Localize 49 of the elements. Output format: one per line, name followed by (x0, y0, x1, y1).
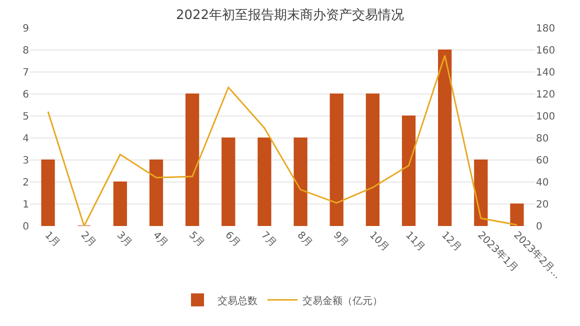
x-tick-label: 12月 (439, 230, 464, 254)
y-tick-label: 2 (22, 178, 29, 188)
bar (402, 116, 416, 226)
bar (258, 138, 272, 226)
y-tick-label: 9 (22, 24, 29, 34)
x-tick-label: 11月 (403, 230, 427, 254)
bar (113, 182, 127, 226)
y-tick-label: 1 (22, 200, 29, 210)
y-tick-label: 5 (22, 112, 29, 122)
x-tick-label: 5月 (186, 230, 206, 250)
y-tick-label: 4 (22, 134, 29, 144)
y2-tick-label: 100 (536, 112, 556, 122)
y2-tick-label: 20 (536, 200, 549, 210)
bar (41, 160, 55, 226)
bar (149, 160, 164, 226)
y-tick-label: 8 (22, 46, 29, 56)
y2-tick-label: 40 (536, 178, 549, 188)
y2-tick-label: 80 (536, 134, 549, 144)
bar (186, 94, 200, 226)
chart-title: 2022年初至报告期末商办资产交易情况 (176, 6, 404, 23)
y-tick-label: 7 (22, 68, 29, 78)
y-tick-label: 6 (22, 90, 29, 100)
x-tick-label: 7月 (258, 230, 278, 250)
y2-tick-label: 60 (536, 156, 549, 166)
bar (294, 138, 308, 226)
y2-tick-label: 120 (536, 90, 556, 100)
bar (222, 138, 236, 226)
bar (366, 94, 380, 226)
x-tick-label: 2月 (78, 230, 98, 250)
y2-tick-label: 160 (536, 46, 556, 56)
x-tick-label: 1月 (42, 230, 62, 250)
bar (510, 204, 524, 226)
x-tick-label: 10月 (367, 230, 391, 254)
x-tick-label: 3月 (114, 230, 134, 250)
bar (474, 160, 488, 226)
bar (438, 50, 452, 226)
y-tick-label: 0 (22, 222, 29, 232)
x-tick-label: 4月 (150, 230, 170, 250)
bar (330, 94, 344, 226)
y2-tick-label: 140 (536, 68, 556, 78)
legend-label: 交易金额（亿元） (302, 294, 382, 307)
x-tick-label: 9月 (330, 230, 350, 250)
y2-tick-label: 0 (536, 222, 542, 232)
legend-label: 交易总数 (218, 294, 258, 307)
y2-tick-label: 180 (536, 24, 556, 34)
x-tick-label: 8月 (294, 230, 314, 250)
x-tick-label: 6月 (222, 230, 242, 250)
y-tick-label: 3 (22, 156, 29, 166)
line-series (47, 54, 518, 226)
